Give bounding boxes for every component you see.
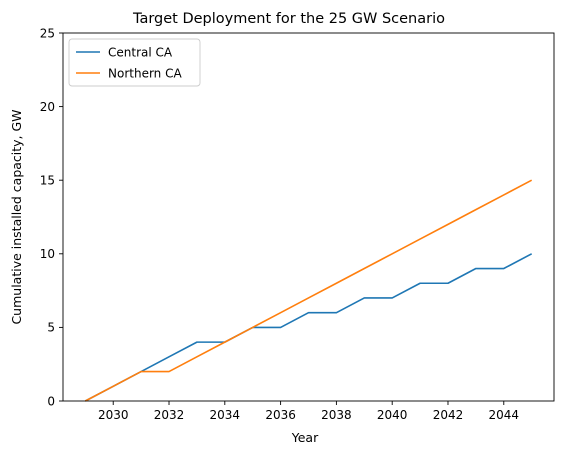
- x-tick-label: 2034: [210, 408, 241, 422]
- y-tick-label: 5: [47, 321, 55, 335]
- plot-frame: [62, 32, 555, 402]
- y-tick-label: 20: [40, 100, 55, 114]
- x-tick-label: 2038: [321, 408, 352, 422]
- legend-label: Northern CA: [108, 66, 182, 80]
- chart-title: Target Deployment for the 25 GW Scenario: [132, 11, 445, 27]
- x-tick-label: 2042: [433, 408, 464, 422]
- y-tick-label: 15: [40, 174, 55, 188]
- y-tick-label: 25: [40, 26, 55, 40]
- x-tick-label: 2036: [265, 408, 296, 422]
- y-tick-label: 0: [47, 394, 55, 408]
- series-line-northern-ca: [84, 179, 533, 402]
- x-tick-label: 2044: [489, 408, 520, 422]
- legend-box: [68, 38, 201, 87]
- legend-label: Central CA: [108, 45, 173, 59]
- plot-area: 2030 2032 2034 2036 2038 2040 2042 2044 0 5 10 15 20…: [40, 26, 555, 422]
- x-tick-label: 2032: [154, 408, 185, 422]
- series-line-central-ca: [84, 253, 533, 402]
- x-tick-label: 2040: [377, 408, 408, 422]
- x-tick-label: 2030: [98, 408, 129, 422]
- legend: Central CA Northern CA: [68, 38, 201, 87]
- y-tick-label: 10: [40, 247, 55, 261]
- y-axis-label: Cumulative installed capacity, GW: [9, 109, 24, 324]
- x-axis-label: Year: [291, 430, 319, 445]
